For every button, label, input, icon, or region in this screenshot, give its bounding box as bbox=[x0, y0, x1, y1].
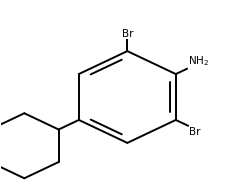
Text: NH$_2$: NH$_2$ bbox=[188, 54, 209, 68]
Text: Br: Br bbox=[122, 29, 133, 39]
Text: Br: Br bbox=[189, 127, 201, 137]
